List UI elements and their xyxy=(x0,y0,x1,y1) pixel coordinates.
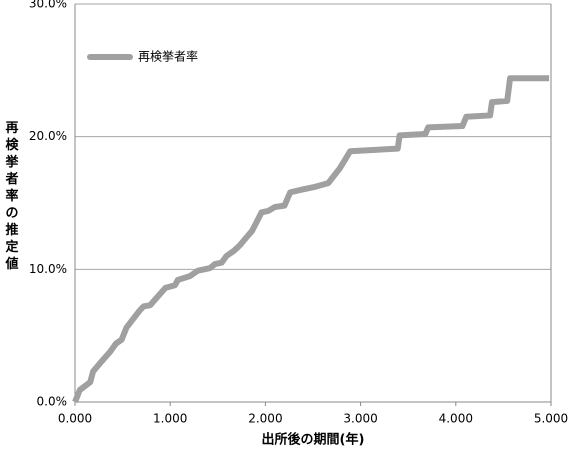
x-tick-label: 1.000 xyxy=(153,412,187,426)
y-tick-label: 10.0% xyxy=(29,262,67,276)
x-tick-label: 0.000 xyxy=(58,412,92,426)
y-axis-label-text: 再検挙者率の推定値 xyxy=(4,121,19,272)
x-tick-label: 3.000 xyxy=(343,412,377,426)
y-tick-label: 0.0% xyxy=(37,395,68,409)
y-tick-label: 20.0% xyxy=(29,129,67,143)
y-axis-label: 再検挙者率の推定値 xyxy=(4,121,19,272)
x-tick-label: 4.000 xyxy=(439,412,473,426)
data-line xyxy=(72,75,550,404)
legend-label: 再検挙者率 xyxy=(138,49,198,64)
x-axis-label: 出所後の期間(年) xyxy=(262,432,365,448)
x-tick-label: 5.000 xyxy=(534,412,568,426)
x-tick-label: 2.000 xyxy=(248,412,282,426)
y-tick-label: 30.0% xyxy=(29,0,67,11)
